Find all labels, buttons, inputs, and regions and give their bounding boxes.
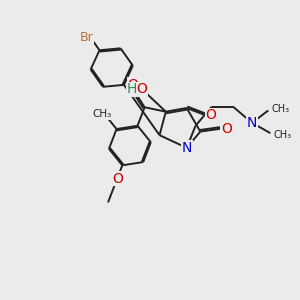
Text: CH₃: CH₃: [272, 104, 290, 114]
Text: CH₃: CH₃: [274, 130, 292, 140]
Text: N: N: [247, 116, 257, 130]
Text: O: O: [136, 82, 147, 96]
Text: O: O: [112, 172, 123, 185]
Text: O: O: [206, 108, 217, 122]
Text: N: N: [182, 141, 192, 155]
Text: Br: Br: [80, 31, 93, 44]
Text: O: O: [128, 78, 138, 92]
Text: CH₃: CH₃: [92, 109, 111, 119]
Text: H: H: [127, 82, 137, 96]
Text: O: O: [221, 122, 232, 136]
